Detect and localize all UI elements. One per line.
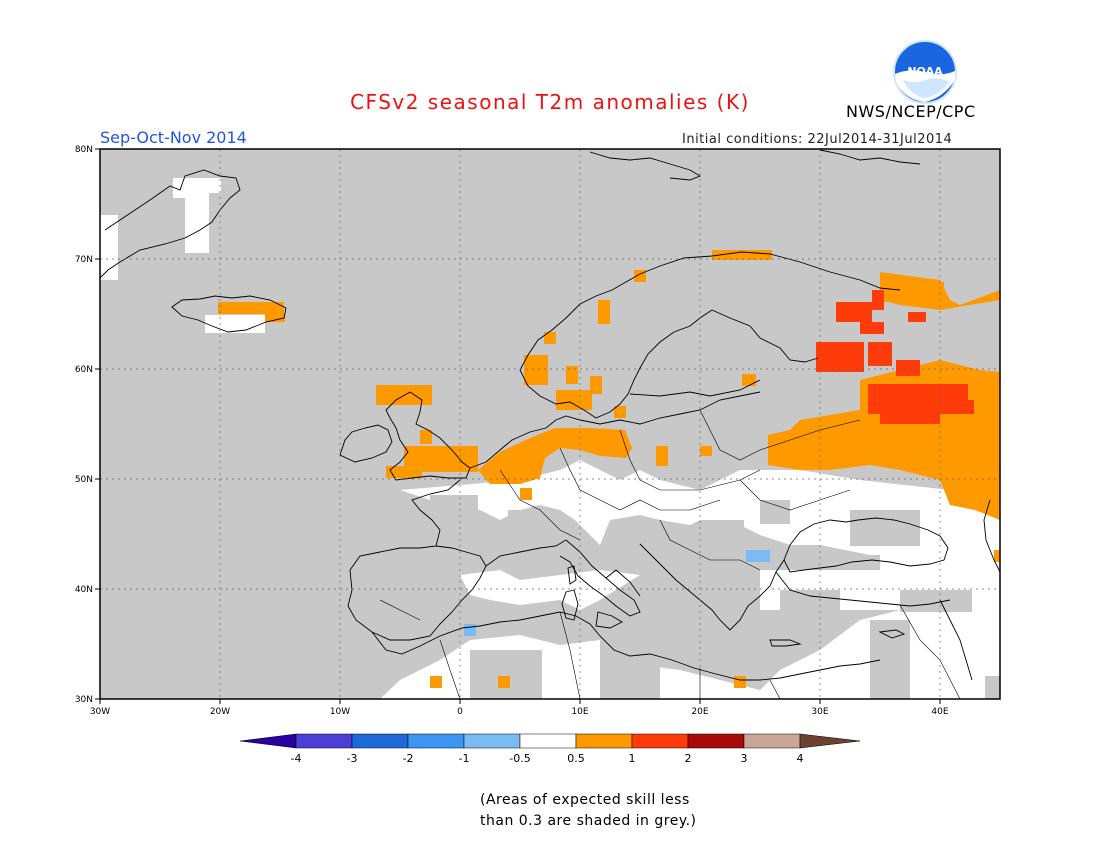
colorbar: -4 -3 -2 -1 -0.5 0.5 1 2 3 4 [239,733,861,765]
lat-label-80n: 80N [75,145,93,155]
colorbar-label: 3 [741,752,748,765]
colorbar-label: 1 [629,752,636,765]
strong-warm-anomaly-areas [816,290,974,424]
colorbar-label: -2 [403,752,414,765]
colorbar-swatch [351,733,409,749]
colorbar-label: -1 [459,752,470,765]
colorbar-swatch [687,733,745,749]
neutral-areas [100,178,1000,699]
lat-label-60n: 60N [75,365,93,375]
tick-marks [95,148,941,704]
map-title: CFSv2 seasonal T2m anomalies (K) [350,90,750,114]
map-frame [99,148,1001,700]
colorbar-label: 0.5 [567,752,585,765]
colorbar-swatch [407,733,465,749]
lon-label-30w: 30W [90,707,110,717]
coastlines [100,149,1000,681]
agency-label: NWS/NCEP/CPC [846,102,976,121]
colorbar-swatch [631,733,689,749]
lon-label-20e: 20E [691,707,708,717]
colorbar-swatch [519,733,577,749]
season-label: Sep-Oct-Nov 2014 [100,128,247,147]
colorbar-arrow-high [799,733,861,749]
colorbar-arrow-low [239,733,297,749]
colorbar-label: 4 [797,752,804,765]
lat-label-50n: 50N [75,475,93,485]
lon-label-10w: 10W [330,707,350,717]
logo-text: NOAA [907,65,943,78]
colorbar-swatch [463,733,521,749]
lat-label-70n: 70N [75,255,93,265]
graticule [100,149,1000,699]
colorbar-swatch [295,733,353,749]
skill-note-line1: (Areas of expected skill less [480,792,690,808]
noaa-logo: NOAA [893,40,957,104]
colorbar-label: -0.5 [509,752,530,765]
lon-label-30e: 30E [811,707,828,717]
colorbar-swatch [743,733,801,749]
colorbar-label: 2 [685,752,692,765]
colorbar-swatch [575,733,633,749]
lat-label-40n: 40N [75,585,93,595]
lon-label-0: 0 [457,707,463,717]
colorbar-label: -3 [347,752,358,765]
lon-label-20w: 20W [210,707,230,717]
lat-label-30n: 30N [75,695,93,705]
lon-label-40e: 40E [931,707,948,717]
lon-label-10e: 10E [571,707,588,717]
colorbar-label: -4 [291,752,302,765]
initial-conditions-label: Initial conditions: 22Jul2014-31Jul2014 [682,132,953,147]
skill-note-line2: than 0.3 are shaded in grey.) [480,813,697,829]
